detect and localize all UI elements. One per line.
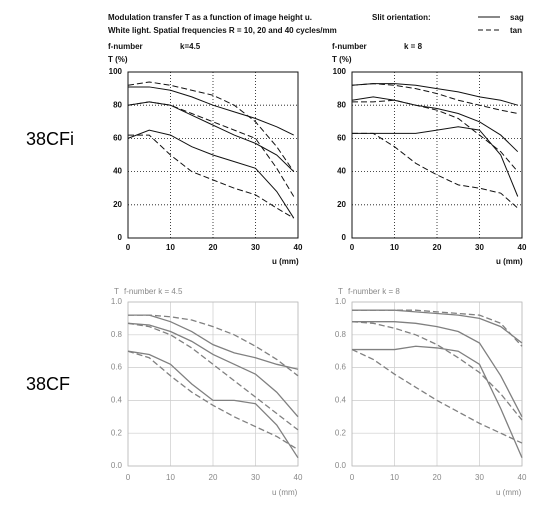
chart-title: f-number k = 4.5 <box>124 287 183 296</box>
plot-frame <box>127 301 299 467</box>
y-tick-label: 0.8 <box>335 330 347 339</box>
y-tick-label: 0.4 <box>335 396 347 405</box>
x-tick-label: 30 <box>475 473 484 482</box>
y-tick-label: 0.0 <box>111 461 123 470</box>
x-tick-label: 40 <box>294 243 303 252</box>
legend-label: tan <box>510 26 522 35</box>
y-tick-label: 20 <box>113 200 122 209</box>
mtf-curve <box>127 350 299 451</box>
y-tick-label: 0.0 <box>335 461 347 470</box>
chart-title: f-number <box>332 42 367 51</box>
x-tick-label: 20 <box>433 243 442 252</box>
y-tick-label: 0.8 <box>111 330 123 339</box>
header-line: White light. Spatial frequencies R = 10,… <box>108 26 337 35</box>
chart-subtitle: k = 8 <box>404 42 423 51</box>
x-tick-label: 0 <box>126 473 131 482</box>
mtf-curve <box>351 96 519 153</box>
y-tick-label: 0.6 <box>111 363 123 372</box>
x-tick-label: 30 <box>475 243 484 252</box>
y-tick-label: 0 <box>342 233 347 242</box>
y-axis-label: T (%) <box>332 55 352 64</box>
mtf-curve <box>352 321 523 418</box>
y-tick-label: 0 <box>118 233 123 242</box>
y-tick-label: 40 <box>337 167 346 176</box>
x-axis-label: u (mm) <box>496 488 522 497</box>
mtf-curve <box>128 134 295 219</box>
row-label: 38CF <box>26 374 70 394</box>
x-tick-label: 20 <box>209 473 218 482</box>
x-axis-label: u (mm) <box>272 257 299 266</box>
x-tick-label: 30 <box>251 473 260 482</box>
y-tick-label: 40 <box>113 167 122 176</box>
mtf-curve <box>351 83 518 114</box>
x-axis-label: u (mm) <box>496 257 523 266</box>
mtf-curve <box>352 99 519 172</box>
chart-subtitle: k=4.5 <box>180 42 201 51</box>
x-axis-label: u (mm) <box>272 488 298 497</box>
mtf-curve <box>128 314 299 370</box>
mtf-curve <box>127 101 295 197</box>
mtf-curve <box>127 81 295 172</box>
x-tick-label: 40 <box>518 473 527 482</box>
y-tick-label: 0.2 <box>111 428 123 437</box>
x-tick-label: 0 <box>350 243 355 252</box>
x-tick-label: 40 <box>518 243 527 252</box>
x-tick-label: 20 <box>209 243 218 252</box>
plot-frame <box>351 71 523 239</box>
plot-frame <box>351 301 523 467</box>
mtf-curve <box>128 86 294 136</box>
chart-title: f-number <box>108 42 143 51</box>
y-tick-label: 1.0 <box>111 297 123 306</box>
header-line: Modulation transfer T as a function of i… <box>108 13 312 22</box>
y-axis-label: T <box>338 287 343 296</box>
y-tick-label: 80 <box>113 100 122 109</box>
x-tick-label: 20 <box>433 473 442 482</box>
mtf-curve <box>352 345 523 459</box>
x-tick-label: 10 <box>166 243 175 252</box>
x-tick-label: 10 <box>166 473 175 482</box>
y-tick-label: 100 <box>109 67 123 76</box>
legend-label: sag <box>510 13 524 22</box>
x-tick-label: 10 <box>390 473 399 482</box>
y-axis-label: T <box>114 287 119 296</box>
y-tick-label: 0.2 <box>335 428 347 437</box>
y-tick-label: 20 <box>337 200 346 209</box>
mtf-curve <box>127 350 299 459</box>
y-tick-label: 0.4 <box>111 396 123 405</box>
y-tick-label: 100 <box>333 67 347 76</box>
mtf-curve <box>352 126 519 197</box>
chart-title: f-number k = 8 <box>348 287 400 296</box>
mtf-curve <box>127 322 299 418</box>
y-tick-label: 1.0 <box>335 297 347 306</box>
y-axis-label: T (%) <box>108 55 128 64</box>
y-tick-label: 60 <box>113 134 122 143</box>
mtf-curve <box>352 309 523 347</box>
mtf-curve <box>351 348 523 444</box>
mtf-curve <box>352 132 519 209</box>
row-label: 38CFi <box>26 129 74 149</box>
x-tick-label: 0 <box>126 243 131 252</box>
mtf-curve <box>127 322 299 431</box>
mtf-curve <box>351 321 523 421</box>
y-tick-label: 60 <box>337 134 346 143</box>
y-tick-label: 0.6 <box>335 363 347 372</box>
x-tick-label: 30 <box>251 243 260 252</box>
plot-frame <box>127 71 299 239</box>
mtf-curve <box>127 129 295 219</box>
x-tick-label: 40 <box>294 473 303 482</box>
mtf-curve <box>128 314 299 377</box>
mtf-curve <box>351 83 518 106</box>
y-tick-label: 80 <box>337 100 346 109</box>
x-tick-label: 10 <box>390 243 399 252</box>
legend-title: Slit orientation: <box>372 13 431 22</box>
x-tick-label: 0 <box>350 473 355 482</box>
